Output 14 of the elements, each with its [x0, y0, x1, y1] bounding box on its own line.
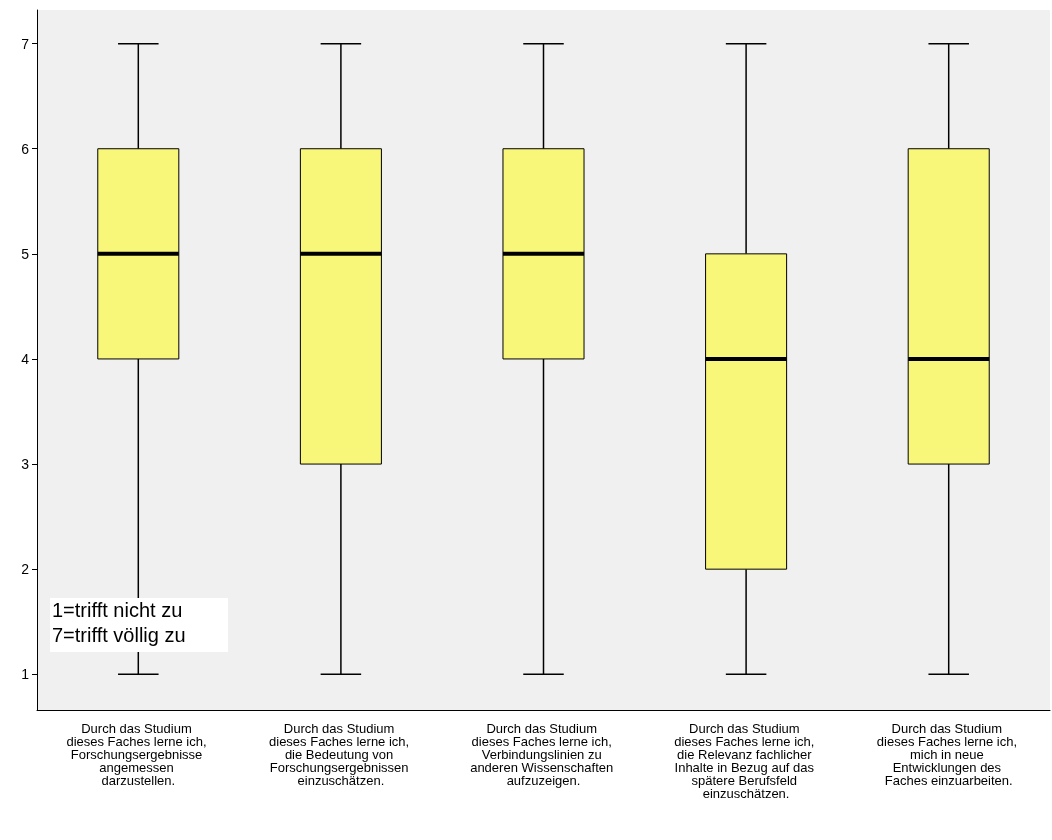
y-tick-label: 4 — [21, 350, 30, 367]
x-tick-label: Durch das Studium dieses Faches lerne ich, mich in neue Entwicklungen des Faches einzuarbeiten. — [876, 721, 1021, 788]
y-tick-label: 3 — [21, 456, 30, 473]
x-tick-label: Durch das Studium dieses Faches lerne ich, die Relevanz fachlicher Inhalte in Bezug auf das spätere Berufsfeld einzuschätzen. — [674, 721, 818, 801]
y-tick-label: 5 — [21, 245, 30, 262]
x-tick-label: Durch das Studium dieses Faches lerne ich, die Bedeutung von Forschungsergebnissen einzuschätzen. — [269, 721, 413, 788]
x-tick-label: Durch das Studium dieses Faches lerne ich, Verbindungslinien zu anderen Wissenschaften aufzuzeigen. — [470, 721, 617, 788]
y-tick-label: 6 — [21, 140, 30, 157]
y-tick-label: 2 — [21, 561, 30, 578]
x-tick-label: Durch das Studium dieses Faches lerne ich, Forschungsergebnisse angemessen darzustellen. — [66, 721, 211, 788]
y-tick-label: 1 — [21, 666, 30, 683]
annotation: 7=trifft völlig zu — [52, 624, 186, 646]
y-tick-label: 7 — [21, 35, 30, 52]
annotation: 1=trifft nicht zu — [52, 599, 183, 621]
